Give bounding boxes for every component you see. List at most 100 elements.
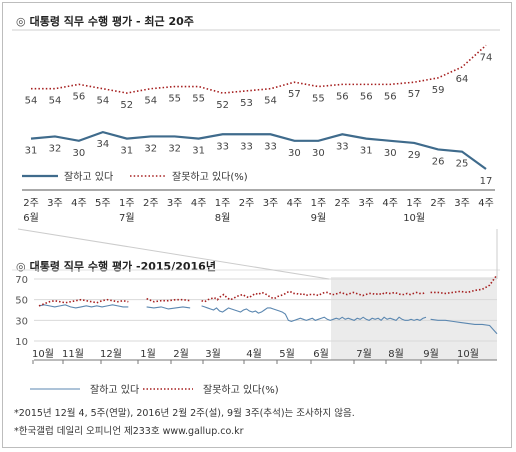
data-label-disapprove: 55 [192,94,205,105]
x-tick-label: 11월 [62,348,84,360]
data-label-approve: 30 [312,148,325,159]
data-label-approve: 31 [192,146,205,157]
chart2-svg: 70 50 30 10 10월 11월 12월 1월 2월 3월 4월 5월 6월 7월 8월 9월 10월잘하… [12,269,500,396]
data-label-approve: 17 [480,176,493,187]
x-tick-label: 10월 [457,348,479,360]
x-tick-week: 2주 [143,198,159,209]
data-label-disapprove: 52 [120,100,133,111]
data-label-disapprove: 56 [336,91,349,102]
x-tick-label: 9월 [423,348,439,360]
data-label-disapprove: 54 [264,96,277,107]
x-tick-month: 9월 [311,212,327,224]
data-label-approve: 33 [264,141,277,152]
series-line-approve [30,130,487,170]
series-line-disapprove-segment [146,297,191,303]
x-tick-week: 3주 [358,198,374,209]
x-tick-week: 2주 [335,198,351,209]
x-tick-week: 2주 [23,198,39,209]
x-tick-label: 5월 [279,348,295,360]
data-label-disapprove: 53 [240,98,253,109]
x-tick-week: 4주 [191,198,207,209]
data-label-disapprove: 54 [25,96,38,107]
chart-frame [2,2,512,448]
series-line-disapprove [31,44,487,94]
footnote-2: *한국갤럽 데일리 오피니언 제233호 www.gallup.co.kr [14,426,244,437]
x-tick-week: 1주 [311,198,327,209]
data-label-disapprove: 52 [216,100,229,111]
x-tick-label: 10월 [32,348,54,360]
x-tick-week: 3주 [454,198,470,209]
chart1-title: ◎ 대통령 직무 수행 평가 - 최근 20주 [16,13,194,29]
x-tick-week: 4주 [478,198,494,209]
data-label-approve: 31 [25,146,38,157]
data-label-disapprove: 64 [456,74,469,85]
series-line-approve-segment [38,304,129,309]
data-label-approve: 31 [120,146,133,157]
x-tick-label: 7월 [356,348,372,360]
data-label-disapprove: 56 [384,91,397,102]
data-label-approve: 32 [49,143,62,154]
y-tick-label: 10 [15,337,28,348]
legend2-label-approve: 잘하고 있다 [90,383,139,396]
data-label-disapprove: 74 [480,52,493,63]
chart1-title-text: 대통령 직무 수행 평가 - 최근 20주 [29,15,194,28]
data-label-disapprove: 57 [408,89,421,100]
x-tick-week: 4주 [287,198,303,209]
series-line-approve-segment [430,318,498,335]
x-tick-month: 8월 [215,212,231,224]
data-label-approve: 33 [336,141,349,152]
series-line-disapprove-segment [201,290,427,303]
data-label-disapprove: 59 [432,85,445,96]
x-tick-week: 2주 [239,198,255,209]
x-tick-week: 3주 [47,198,63,209]
series-line-approve-segment [146,306,191,310]
data-label-disapprove: 55 [168,94,181,105]
data-label-approve: 25 [456,159,469,170]
x-tick-week: 1주 [119,198,135,209]
data-label-approve: 30 [288,148,301,159]
footnote-1: *2015년 12월 4, 5주(연말), 2016년 2월 2주(설), 9월… [14,408,355,419]
data-label-disapprove: 56 [73,91,86,102]
y-tick-label: 70 [15,275,28,286]
data-label-approve: 32 [168,143,181,154]
data-label-disapprove: 54 [144,96,157,107]
data-label-approve: 33 [216,141,229,152]
data-label-disapprove: 54 [96,96,109,107]
data-label-approve: 29 [408,150,421,161]
x-tick-month: 10월 [403,212,425,224]
x-tick-month: 6월 [23,212,39,224]
data-label-disapprove: 57 [288,89,301,100]
x-tick-week: 4주 [382,198,398,209]
data-label-disapprove: 55 [312,94,325,105]
x-tick-week: 5주 [95,198,111,209]
data-label-approve: 31 [360,146,373,157]
x-tick-label: 2월 [173,348,189,360]
data-label-approve: 33 [240,141,253,152]
data-label-approve: 26 [432,156,445,167]
data-label-disapprove: 56 [360,91,373,102]
data-label-approve: 30 [73,148,86,159]
legend-label-disapprove: 잘못하고 있다(%) [172,170,248,183]
legend2-label-disapprove: 잘못하고 있다(%) [203,383,279,396]
data-label-approve: 34 [96,139,109,150]
data-label-approve: 32 [144,143,157,154]
x-tick-week: 1주 [406,198,422,209]
x-tick-week: 3주 [263,198,279,209]
series-line-disapprove-segment [38,298,129,307]
chart1-svg: 54 54 56 54 52 54 55 55 52 53 54 57 55 56 56 56 57 59 64 74… [12,29,500,224]
x-tick-week: 2주 [430,198,446,209]
x-tick-label: 12월 [100,348,122,360]
x-tick-month: 7월 [119,212,135,224]
x-tick-label: 3월 [205,348,221,360]
x-tick-label: 6월 [313,348,329,360]
data-label-disapprove: 54 [49,96,62,107]
series-line-approve-segment [201,305,427,322]
x-tick-week: 4주 [71,198,87,209]
legend-label-approve: 잘하고 있다 [64,170,113,183]
x-tick-label: 8월 [388,348,404,360]
data-label-approve: 30 [384,148,397,159]
x-tick-week: 1주 [215,198,231,209]
chart1-title-mark: ◎ [16,15,26,28]
series-line-disapprove-segment [430,274,498,295]
y-tick-label: 50 [15,296,28,307]
